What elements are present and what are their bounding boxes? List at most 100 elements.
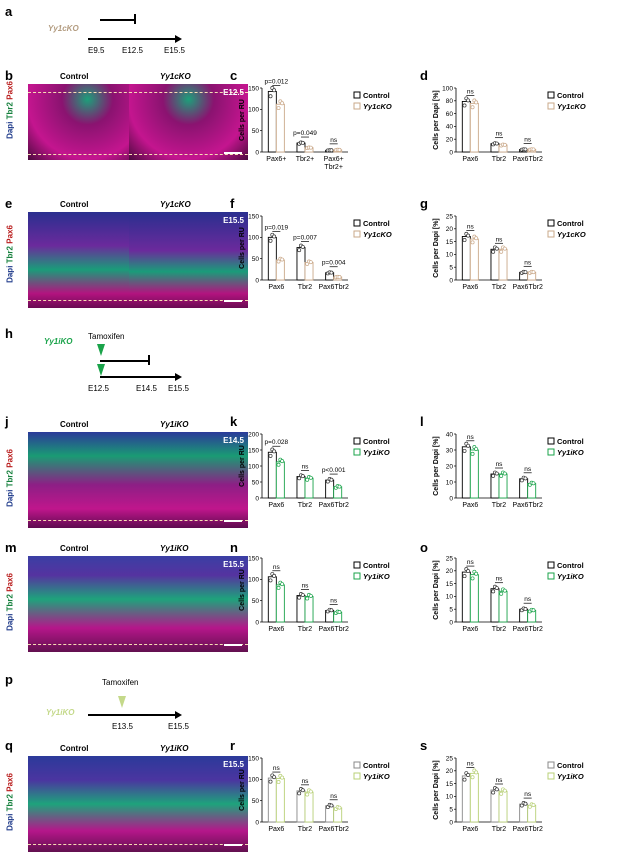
chart-g-legend-swatch: [547, 230, 555, 238]
chart-s-legend-label: Control: [557, 761, 584, 770]
chart-k-datapoint: [300, 474, 305, 479]
chart-l-xtick-label: Pax6Tbr2: [512, 502, 542, 509]
chart-g-xtick-label: Pax6: [462, 284, 478, 291]
chart-r-datapoint: [297, 791, 302, 796]
chart-l-legend-label: Yy1iKO: [557, 448, 584, 457]
chart-s: Cells per Dapi [%] 0 5 10 15 20 25 Pax6 ns Tbr2 ns…: [432, 754, 612, 836]
chart-s-datapoint: [502, 788, 507, 793]
chart-o-bar: [461, 571, 471, 623]
chart-g-datapoint: [494, 246, 499, 251]
chart-l-datapoint: [491, 473, 496, 478]
panel-letter-d: d: [420, 68, 428, 83]
chart-c-annotation: ns: [330, 137, 338, 144]
chart-c-annotation: p=0.049: [293, 130, 317, 137]
chart-c-ytick-label: 150: [248, 85, 259, 92]
chart-k-ytick-label: 150: [248, 447, 259, 454]
chart-s-xtick-label: Tbr2: [492, 826, 507, 833]
chart-r-ytick-label: 100: [248, 777, 259, 784]
chart-k-xtick-label: Pax6Tbr2: [318, 502, 348, 509]
chart-g-datapoint: [470, 240, 475, 245]
chart-r-legend-label: Control: [363, 761, 390, 770]
timeline-h-tick-1: E14.5: [136, 384, 157, 393]
chart-s-legend-swatch: [547, 772, 555, 780]
chart-g-ytick-label: 25: [446, 213, 454, 220]
chart-o: Cells per Dapi [%] 0 5 10 15 20 25 Pax6 ns Tbr2 ns…: [432, 554, 612, 636]
timeline-p: Tamoxifen Yy1iKO E13.5 E15.5: [0, 672, 230, 738]
chart-n-datapoint: [308, 593, 313, 598]
panel-letter-j: j: [5, 414, 9, 429]
chart-n-datapoint: [268, 578, 273, 583]
chart-g-svg: Cells per Dapi [%] 0 5 10 15 20 25 Pax6 ns Tbr2 ns…: [433, 213, 586, 291]
chart-l-ytick-label: 40: [446, 431, 454, 438]
chart-l-bar: [498, 473, 508, 499]
chart-k-ytick-label: 0: [255, 495, 259, 502]
chart-k-legend-swatch: [353, 448, 361, 456]
chart-f-svg: Cells per RU 0 50 100 150 Pax6 p=0.019 Tbr2 p=0.…: [239, 213, 392, 291]
chart-d: Cells per Dapi [%] 0 20 40 60 80 100 Pax6 ns Tbr2…: [432, 84, 612, 166]
chart-o-ytick-label: 5: [449, 607, 453, 614]
chart-g-ytick-label: 10: [446, 252, 454, 259]
chart-g-annotation: ns: [496, 236, 504, 243]
chart-f-annotation: p=0.004: [322, 260, 346, 267]
chart-d-datapoint: [531, 147, 536, 152]
chart-s-annotation: ns: [467, 760, 475, 767]
chart-o-legend-swatch: [547, 561, 555, 569]
chart-n-annotation: ns: [302, 583, 310, 590]
chart-f-ytick-label: 150: [248, 213, 259, 220]
chart-c-legend-swatch: [353, 91, 361, 99]
chart-o-legend-swatch: [547, 572, 555, 580]
chart-g-datapoint: [531, 270, 536, 275]
chart-r-ytick-label: 50: [252, 798, 260, 805]
chart-n-datapoint: [272, 573, 277, 578]
chart-c-xtick-label: Pax6+ Tbr2+: [324, 156, 344, 171]
chart-k-annotation: p<0.001: [322, 467, 346, 474]
chart-o-ylabel: Cells per Dapi [%]: [433, 560, 440, 620]
chart-g-datapoint: [462, 238, 467, 242]
chart-d-datapoint: [494, 141, 499, 146]
chart-n-bar: [267, 576, 277, 623]
chart-l-ytick-label: 10: [446, 479, 454, 486]
micrograph-e: Control Yy1cKO Dapi Tbr2 Pax6 E15.5: [6, 198, 252, 308]
chart-o-datapoint: [470, 576, 475, 581]
chart-k-datapoint: [305, 477, 310, 482]
chart-d-legend-label: Control: [557, 91, 584, 100]
chart-k-annotation: ns: [302, 464, 310, 471]
chart-o-annotation: ns: [524, 596, 532, 603]
chart-l-datapoint: [523, 476, 528, 481]
chart-o-datapoint: [499, 591, 504, 596]
timeline-h-tick-0: E12.5: [88, 384, 109, 393]
micrograph-q-right-label: Yy1iKO: [160, 744, 189, 753]
chart-n-legend-swatch: [353, 572, 361, 580]
micrograph-q-stain-label: Dapi Tbr2 Pax6: [5, 773, 15, 831]
chart-n-bar: [296, 595, 306, 623]
chart-n-legend-swatch: [353, 561, 361, 569]
timeline-a-tick-1: E12.5: [122, 46, 143, 55]
micrograph-b: Control Yy1cKO Dapi Tbr2 Pax6 E12.5: [6, 70, 252, 160]
tamoxifen-marker-h-2: [97, 364, 105, 376]
timeline-p-label: Yy1iKO: [46, 708, 75, 717]
chart-n-datapoint: [280, 582, 285, 587]
chart-o-annotation: ns: [496, 576, 504, 583]
chart-d-datapoint: [523, 147, 528, 152]
chart-g-annotation: ns: [467, 223, 475, 230]
chart-c-legend-label: Control: [363, 91, 390, 100]
chart-f-legend-label: Yy1cKO: [363, 230, 392, 239]
chart-d-bar: [461, 100, 471, 153]
chart-d-datapoint: [474, 100, 479, 105]
panel-letter-l: l: [420, 414, 424, 429]
chart-g-datapoint: [499, 249, 504, 254]
chart-l: Cells per Dapi [%] 0 10 20 30 40 Pax6 ns Tbr2 ns P…: [432, 430, 612, 512]
micrograph-j-left-label: Control: [60, 420, 89, 429]
chart-s-datapoint: [491, 790, 496, 795]
chart-f-xtick-label: Pax6Tbr2: [318, 284, 348, 291]
chart-k-ytick-label: 200: [248, 431, 259, 438]
micrograph-q-control: [28, 756, 147, 852]
chart-f-datapoint: [300, 244, 305, 249]
chart-g-datapoint: [474, 236, 479, 241]
micrograph-q-age: E15.5: [223, 760, 244, 769]
chart-g-datapoint: [502, 246, 507, 251]
chart-k-datapoint: [325, 479, 330, 484]
chart-d-svg: Cells per Dapi [%] 0 20 40 60 80 100 Pax6 ns Tbr2…: [433, 85, 586, 163]
chart-c-datapoint: [268, 94, 273, 99]
micrograph-e-ko: E15.5: [129, 212, 248, 308]
